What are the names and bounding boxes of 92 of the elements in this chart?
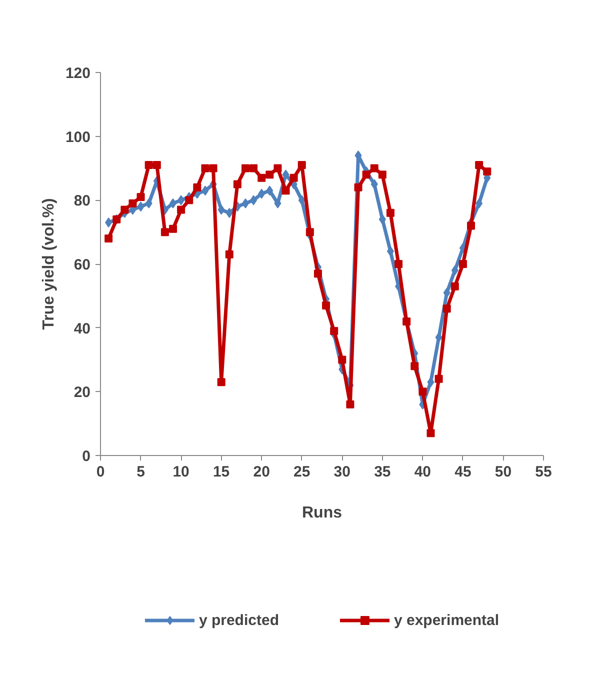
x-tick-label: 30 [334, 464, 350, 480]
point [105, 218, 112, 228]
point [152, 161, 161, 170]
point [178, 195, 185, 206]
point [314, 270, 322, 278]
y-tick-label: 120 [65, 65, 91, 82]
point [298, 161, 306, 170]
x-tick-label: 45 [454, 464, 472, 480]
point [193, 183, 202, 192]
point [160, 228, 169, 236]
point [483, 167, 492, 176]
x-tick-label: 50 [494, 464, 512, 480]
point [168, 224, 177, 233]
y-tick-label: 80 [74, 192, 91, 210]
point [241, 164, 250, 172]
point [185, 196, 194, 204]
x-tick-label: 35 [374, 464, 391, 480]
point [362, 170, 370, 179]
point [330, 327, 338, 336]
point [104, 234, 113, 242]
point [410, 362, 419, 370]
point [136, 192, 145, 201]
point [378, 170, 386, 179]
point [258, 174, 266, 182]
x-tick-label: 5 [136, 464, 145, 480]
point [209, 164, 218, 172]
point [201, 164, 210, 172]
point [418, 388, 427, 396]
point [338, 356, 346, 364]
point [226, 208, 233, 218]
point [322, 301, 330, 310]
point [282, 186, 290, 195]
point [434, 374, 443, 383]
legend-label: y experimental [394, 612, 500, 628]
point [169, 198, 176, 208]
point [346, 400, 354, 408]
point [217, 378, 226, 386]
point [225, 250, 234, 258]
point [177, 206, 186, 214]
point [426, 429, 435, 438]
point [282, 170, 290, 180]
point [145, 198, 152, 208]
point [394, 260, 403, 268]
point [370, 179, 378, 190]
x-tick-label: 15 [212, 464, 230, 480]
point [354, 183, 362, 192]
point [475, 161, 484, 170]
x-tick-label: 40 [414, 464, 432, 480]
point [258, 188, 266, 199]
point [274, 164, 282, 172]
x-tick-label: 55 [535, 464, 552, 480]
y-tick-label: 20 [74, 384, 91, 402]
point [451, 265, 458, 276]
point [458, 260, 467, 268]
point [427, 377, 434, 388]
y-tick-label: 60 [74, 256, 91, 274]
y-axis-title: True yield (vol.%) [40, 198, 58, 330]
x-tick-label: 0 [96, 464, 105, 480]
legend-label: y predicted [198, 612, 279, 628]
y-tick-label: 40 [74, 320, 91, 338]
point [266, 186, 274, 196]
point [242, 198, 249, 208]
point [442, 304, 451, 313]
point [120, 206, 129, 214]
x-tick-label: 20 [253, 464, 270, 480]
point [128, 199, 137, 208]
point [370, 164, 378, 172]
point [202, 186, 209, 196]
point [386, 246, 394, 256]
point [218, 204, 225, 215]
x-axis-title: Runs [302, 504, 342, 522]
point [476, 198, 483, 208]
point [435, 332, 442, 342]
x-tick-label: 25 [294, 464, 310, 480]
y-tick-label: 0 [82, 448, 90, 465]
point [266, 170, 274, 179]
point [386, 208, 394, 217]
point [137, 202, 144, 212]
x-tick-label: 10 [172, 464, 190, 480]
point [290, 174, 298, 182]
point [250, 195, 258, 206]
point [378, 214, 386, 224]
point [274, 198, 282, 208]
point [233, 180, 242, 188]
point [250, 164, 258, 172]
point [298, 195, 306, 206]
point [467, 222, 476, 230]
point [306, 228, 314, 236]
point [144, 161, 153, 170]
y-tick-label: 100 [65, 128, 91, 146]
point [443, 288, 450, 298]
point [450, 282, 459, 290]
